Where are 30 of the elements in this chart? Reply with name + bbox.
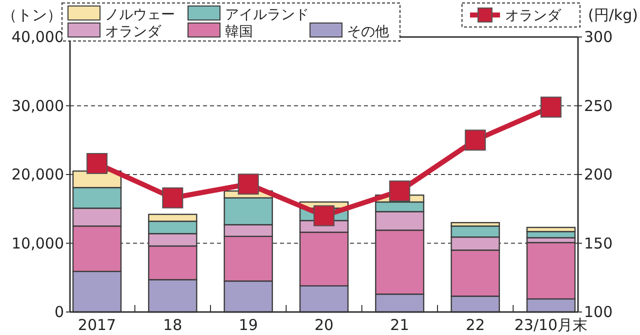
legend-label: オランダ (505, 8, 562, 24)
y-axis-title: （トン） (2, 6, 62, 24)
point (314, 205, 334, 226)
y-tick-label: 0 (54, 303, 64, 321)
point (86, 153, 108, 174)
legend-label: ノルウェー (105, 7, 175, 23)
legend2: オランダ (462, 2, 580, 28)
y2-tick-label: 200 (584, 166, 613, 184)
x-tick-label: 18 (163, 316, 182, 334)
point (540, 96, 562, 118)
legend-label: 韓国 (225, 24, 253, 40)
x-tick-label: 20 (314, 316, 334, 334)
point (389, 180, 410, 202)
point (464, 130, 486, 151)
y2-tick-label: 150 (584, 234, 613, 252)
x-tick-label: 21 (390, 316, 410, 334)
point (162, 187, 184, 208)
y2-axis-title: (円/kg) (588, 6, 638, 24)
y2-tick-label: 300 (584, 28, 613, 46)
y-tick-label: 10,000 (12, 234, 64, 252)
x-tick-label: 22 (466, 316, 485, 334)
y-tick-label: 20,000 (12, 166, 64, 184)
x-tick-label: 19 (238, 316, 258, 334)
x-tick-label: 2017 (78, 316, 116, 334)
y-tick-label: 30,000 (12, 96, 64, 115)
legend-label: その他 (347, 24, 389, 40)
point (238, 174, 259, 195)
legend-label: オランダ (105, 24, 162, 40)
y2-tick-label: 250 (584, 96, 613, 115)
legend-label: アイルランド (225, 7, 309, 23)
